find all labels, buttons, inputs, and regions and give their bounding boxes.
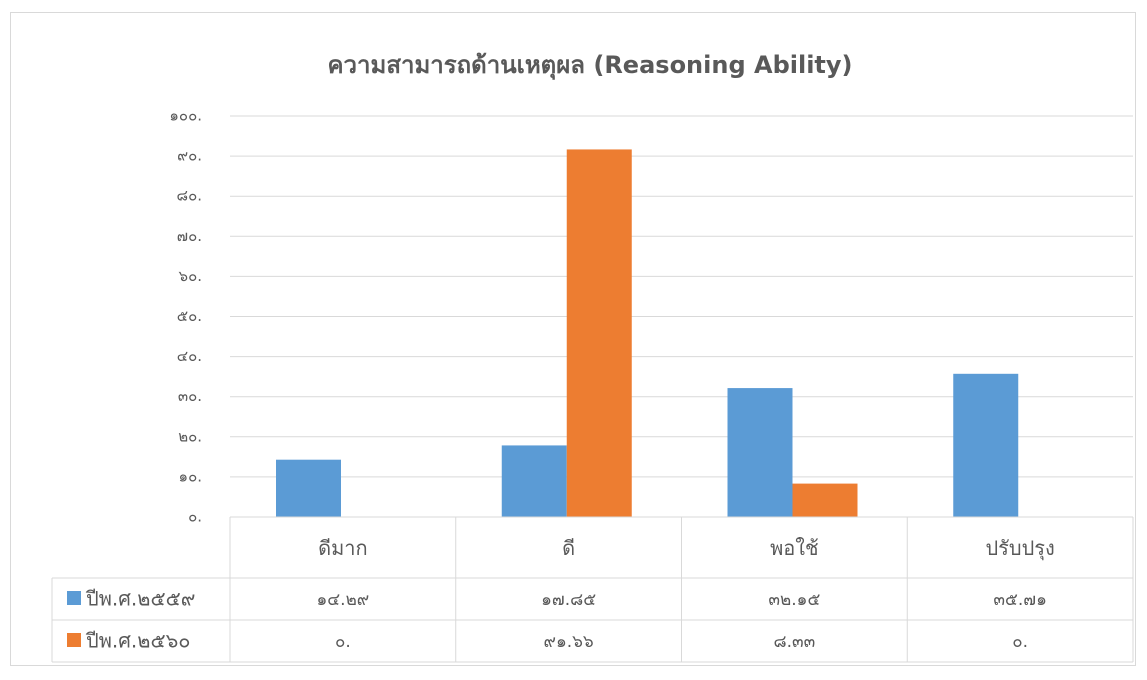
bar bbox=[953, 373, 1019, 517]
chart-title: ความสามารถด้านเหตุผล (Reasoning Ability) bbox=[327, 51, 852, 81]
data-label: ๙๑.๖๖ bbox=[544, 632, 594, 652]
x-tick-label: ดีมาก bbox=[318, 536, 368, 560]
data-label: ๓๒.๑๕ bbox=[768, 590, 820, 610]
data-label: ๑๔.๒๙ bbox=[317, 590, 370, 610]
data-label: ๐. bbox=[1012, 632, 1028, 652]
y-tick-label: ๑๐๐. bbox=[169, 107, 202, 125]
legend-swatch bbox=[67, 633, 81, 647]
x-tick-label: พอใช้ bbox=[770, 536, 819, 560]
data-label: ๐. bbox=[335, 632, 351, 652]
bar bbox=[501, 445, 567, 517]
y-tick-label: ๒๐. bbox=[178, 427, 202, 445]
legend-label: ปีพ.ศ.๒๕๖๐ bbox=[86, 629, 191, 653]
y-tick-label: ๘๐. bbox=[177, 187, 203, 205]
y-tick-label: ๑๐. bbox=[179, 467, 202, 485]
y-tick-label: ๔๐. bbox=[177, 347, 202, 365]
y-tick-label: ๗๐. bbox=[177, 227, 202, 245]
data-label: ๓๕.๗๑ bbox=[993, 590, 1046, 610]
bar bbox=[792, 483, 858, 517]
y-tick-label: ๐. bbox=[188, 508, 202, 526]
x-tick-label: ปรับปรุง bbox=[985, 536, 1054, 561]
legend-label: ปีพ.ศ.๒๕๕๙ bbox=[86, 587, 196, 611]
data-label: ๘.๓๓ bbox=[773, 632, 815, 652]
y-tick-label: ๕๐. bbox=[177, 307, 202, 325]
y-tick-label: ๙๐. bbox=[177, 147, 202, 165]
bar bbox=[566, 149, 632, 517]
x-tick-label: ดี bbox=[562, 536, 575, 560]
legend-swatch bbox=[67, 591, 81, 605]
data-label: ๑๗.๘๕ bbox=[541, 590, 596, 610]
y-tick-label: ๖๐. bbox=[179, 267, 202, 285]
y-tick-label: ๓๐. bbox=[178, 387, 202, 405]
bar bbox=[276, 459, 341, 517]
bar bbox=[727, 388, 793, 517]
